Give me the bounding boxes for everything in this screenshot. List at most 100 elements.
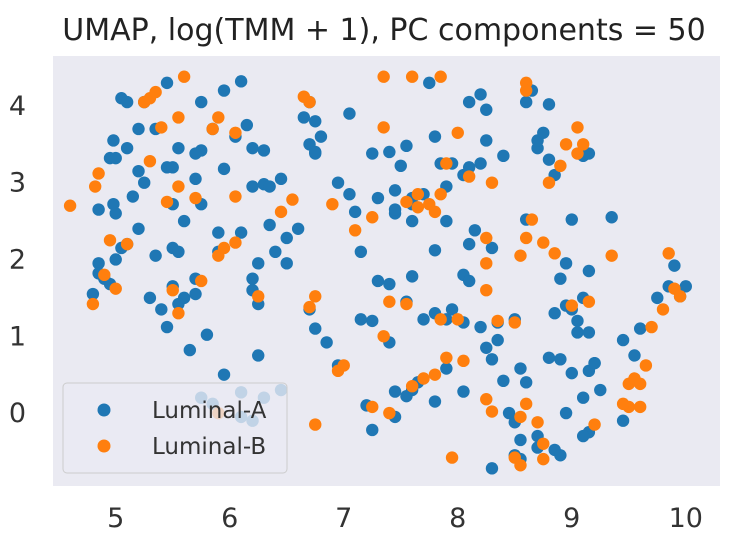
data-point — [417, 372, 430, 385]
data-point — [582, 147, 596, 160]
data-point — [491, 314, 504, 328]
data-point — [160, 76, 174, 90]
data-point — [519, 231, 533, 245]
data-point — [234, 75, 248, 88]
data-point — [457, 385, 470, 398]
data-point — [480, 283, 493, 297]
data-point — [138, 176, 151, 189]
data-point — [405, 270, 419, 283]
data-point — [428, 130, 442, 143]
data-point — [480, 103, 493, 116]
data-point — [109, 253, 122, 266]
data-point — [440, 362, 453, 375]
data-point — [234, 226, 248, 239]
data-point — [297, 111, 311, 124]
data-point — [274, 205, 288, 219]
data-point — [366, 423, 379, 437]
data-point — [263, 180, 276, 193]
y-tick-label: 4 — [9, 91, 26, 122]
data-point — [252, 290, 265, 303]
x-tick-label: 7 — [335, 503, 352, 534]
data-point — [514, 459, 527, 472]
data-point — [103, 234, 117, 247]
data-point — [383, 295, 396, 308]
data-point — [400, 139, 413, 153]
data-point — [172, 245, 185, 259]
data-point — [309, 322, 322, 335]
data-point — [212, 226, 225, 239]
data-point — [126, 190, 140, 203]
data-point — [343, 107, 356, 120]
data-point — [120, 141, 134, 155]
data-point — [605, 211, 618, 224]
legend-label: Luminal-A — [152, 398, 267, 424]
data-point — [673, 290, 687, 303]
data-point — [246, 141, 259, 155]
data-point — [542, 153, 556, 166]
data-point — [371, 274, 385, 288]
data-point — [366, 211, 379, 224]
data-point — [252, 349, 265, 362]
data-point — [445, 303, 459, 316]
data-point — [405, 379, 419, 393]
data-point — [428, 395, 442, 408]
data-point — [554, 272, 567, 285]
data-point — [616, 333, 630, 347]
data-point — [588, 356, 601, 370]
data-point — [280, 257, 293, 270]
data-point — [348, 224, 362, 237]
data-point — [217, 368, 231, 381]
data-point — [616, 397, 630, 411]
data-point — [172, 111, 185, 124]
data-point — [537, 126, 550, 139]
data-point — [212, 111, 225, 124]
data-point — [149, 85, 162, 99]
data-point — [474, 88, 487, 101]
data-point — [189, 287, 202, 301]
data-point — [616, 414, 630, 427]
data-point — [571, 147, 584, 160]
x-tick-label: 8 — [449, 503, 466, 534]
data-point — [462, 170, 476, 183]
data-point — [160, 320, 174, 334]
data-point — [668, 259, 681, 272]
data-point — [514, 433, 527, 447]
y-axis-ticks: 0 1 2 3 4 — [9, 91, 26, 429]
data-point — [485, 353, 499, 366]
data-point — [440, 157, 453, 170]
data-point — [662, 247, 675, 260]
data-point — [314, 130, 328, 143]
data-point — [177, 70, 191, 83]
data-point — [309, 115, 322, 128]
data-point — [143, 154, 157, 168]
data-point — [166, 283, 179, 297]
data-point — [132, 122, 145, 136]
chart-title: UMAP, log(TMM + 1), PC components = 50 — [62, 13, 705, 48]
data-point — [548, 247, 561, 260]
data-point — [132, 222, 145, 235]
data-point — [417, 313, 430, 326]
data-point — [400, 389, 413, 403]
x-tick-label: 5 — [107, 503, 124, 534]
data-point — [109, 151, 122, 165]
data-point — [388, 184, 402, 197]
legend-frame — [62, 382, 288, 474]
data-point — [337, 359, 350, 372]
data-point — [445, 451, 459, 464]
data-point — [554, 353, 567, 366]
data-point — [92, 257, 105, 270]
data-point — [542, 98, 556, 111]
data-point — [440, 214, 453, 228]
data-point — [155, 121, 168, 134]
data-point — [88, 180, 102, 193]
data-point — [280, 231, 293, 245]
x-tick-label: 9 — [563, 503, 580, 534]
data-point — [286, 193, 299, 206]
data-point — [559, 406, 573, 420]
data-point — [605, 249, 618, 262]
data-point — [195, 274, 208, 288]
data-point — [189, 172, 202, 186]
data-point — [366, 314, 379, 328]
data-point — [377, 121, 390, 134]
data-point — [172, 297, 185, 311]
